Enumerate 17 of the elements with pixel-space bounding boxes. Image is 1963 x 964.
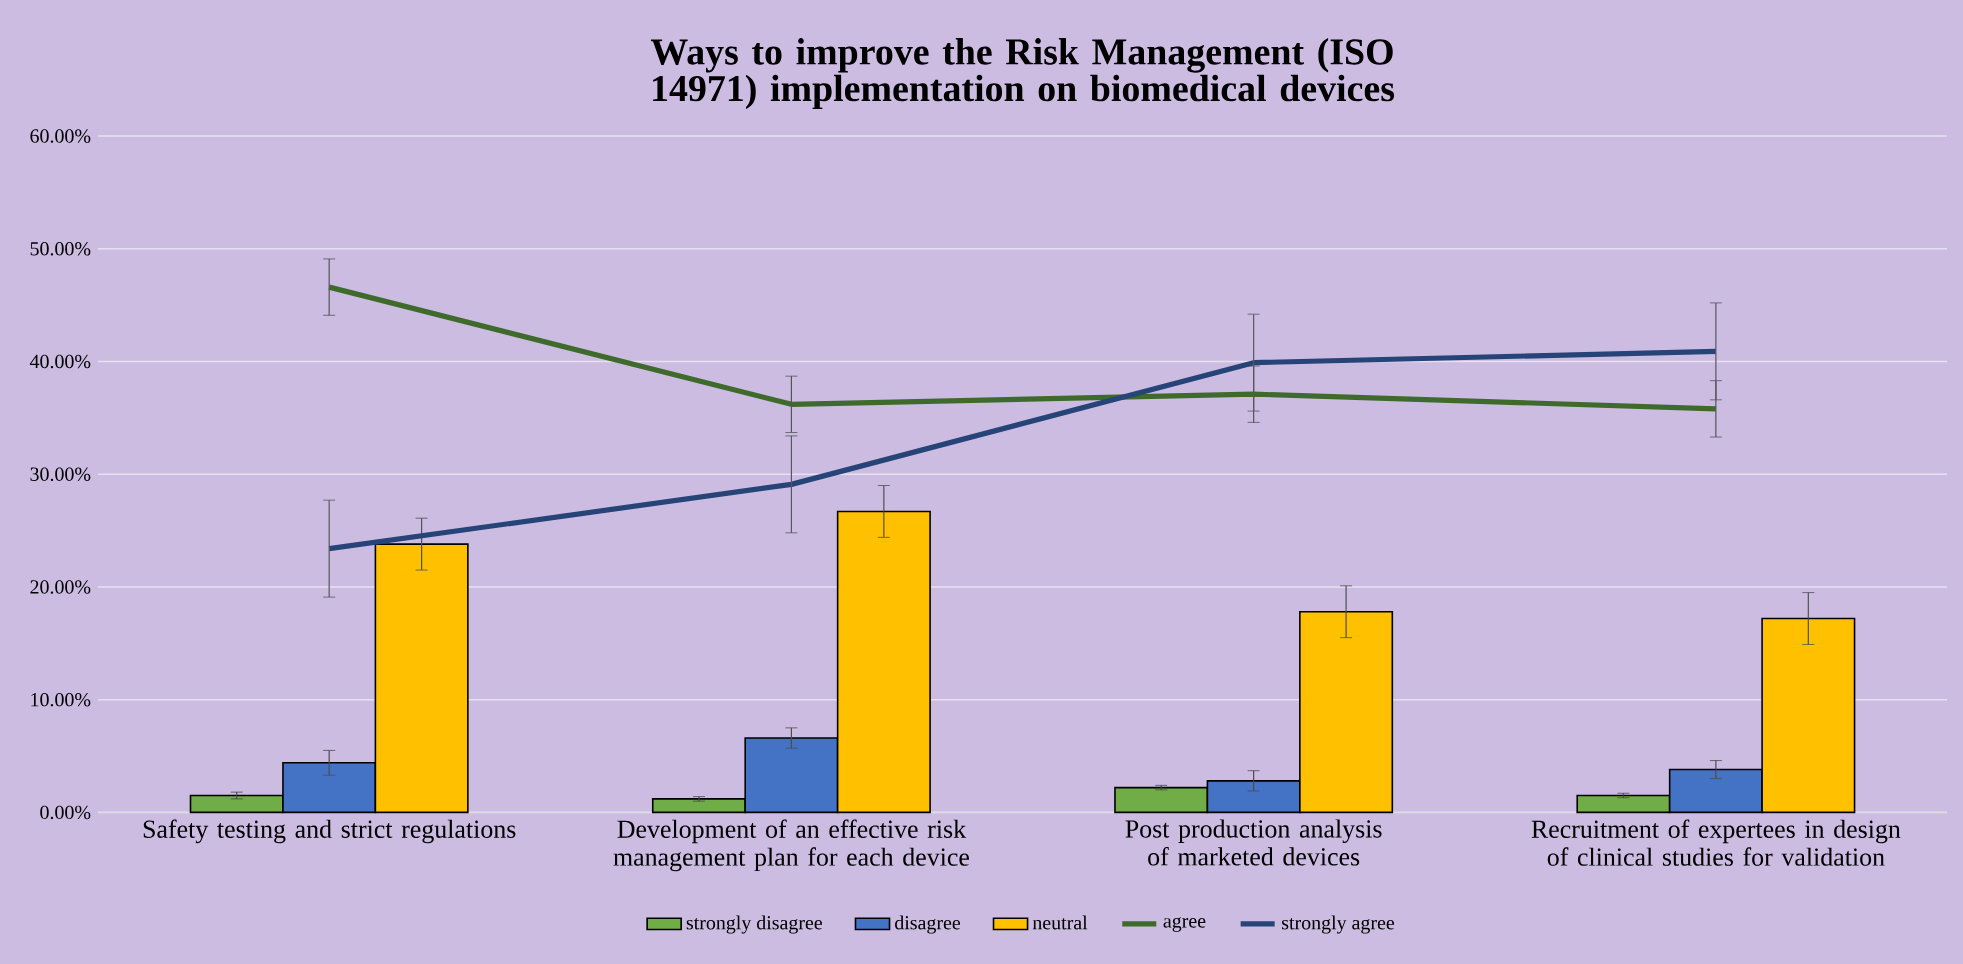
y-tick-label: 40.00% — [29, 354, 91, 369]
y-tick-label: 20.00% — [30, 579, 91, 594]
legend-label: disagree — [895, 915, 961, 934]
y-tick-label: 30.00% — [30, 467, 91, 481]
y-tick-label: 60.00% — [30, 129, 91, 143]
legend-label: agree — [1163, 917, 1206, 932]
legend-label: strongly agree — [1282, 915, 1395, 934]
y-tick-label: 50.00% — [30, 241, 91, 256]
x-tick-label: Development of an effective risk management plan for each device — [613, 819, 969, 871]
x-tick-label: Post production analysis of marketed devices — [1125, 819, 1382, 866]
x-tick-label: Recruitment of expertees in design of clinical studies for validation — [1531, 819, 1901, 866]
y-tick-label: 10.00% — [31, 692, 91, 707]
x-tick-label: Safety testing and strict regulations — [143, 819, 516, 844]
legend-label: neutral — [1032, 915, 1088, 930]
y-tick-label: 0.00% — [40, 805, 91, 819]
chart-title: Ways to improve the Risk Management (ISO 14971) implementation on biomedical devices — [650, 37, 1395, 109]
legend-label: strongly disagree — [686, 915, 822, 934]
